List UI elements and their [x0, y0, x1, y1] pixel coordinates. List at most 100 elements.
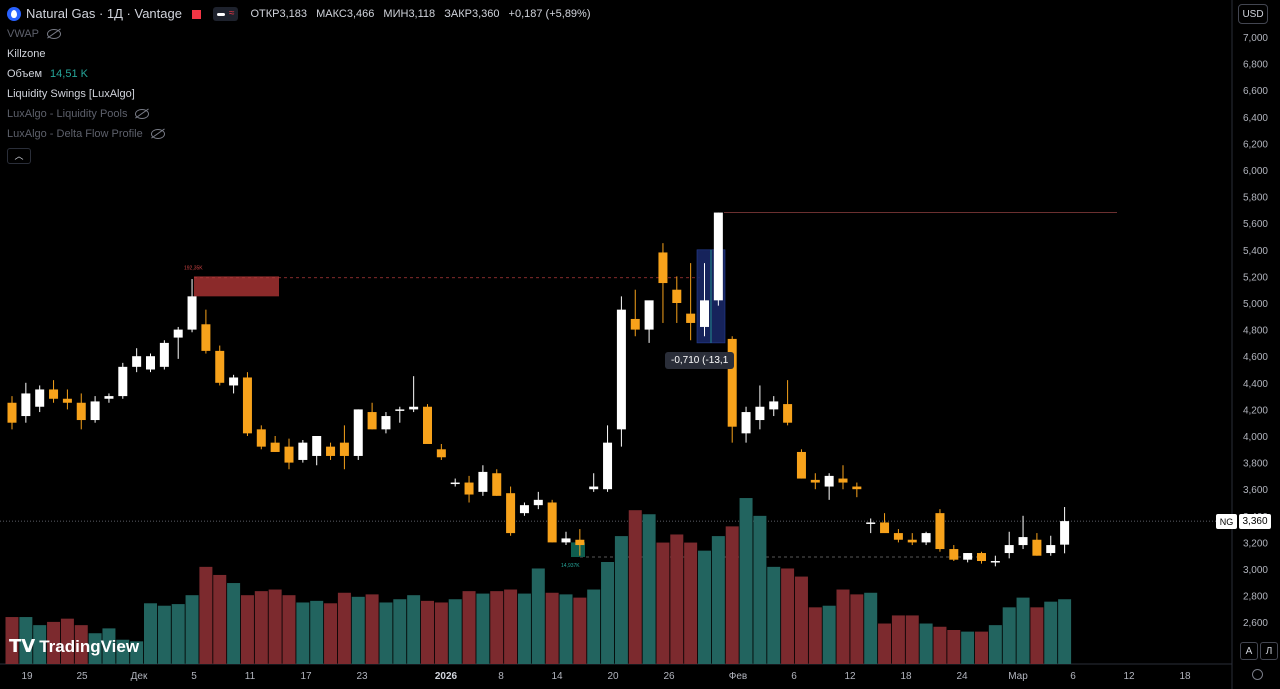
indicator-killzone[interactable]: Killzone	[7, 44, 597, 64]
candle	[1018, 515, 1028, 550]
y-tick-label: 5,000	[1243, 299, 1268, 310]
flag-icon[interactable]	[191, 9, 201, 19]
symbol-title[interactable]: Natural Gas · 1Д · Vantage	[26, 6, 182, 21]
volume-bar	[531, 568, 545, 664]
candle-body	[242, 377, 252, 434]
eye-hidden-icon[interactable]	[47, 29, 61, 39]
volume-bar	[878, 623, 892, 664]
gear-icon[interactable]	[1252, 669, 1263, 680]
candle	[173, 326, 183, 359]
y-tick-label: 6,200	[1243, 139, 1268, 150]
indicator-volume[interactable]: Объем 14,51 K	[7, 64, 597, 84]
volume-bar	[1016, 597, 1030, 664]
volume-bar	[296, 602, 310, 664]
candle	[270, 436, 280, 452]
y-tick-label: 2,800	[1243, 592, 1268, 603]
volume-bar	[947, 630, 961, 664]
candle	[630, 289, 640, 337]
volume-bar	[504, 589, 518, 664]
candle-body	[21, 393, 31, 417]
y-tick-label: 5,400	[1243, 246, 1268, 257]
indicator-liquidity-pools[interactable]: LuxAlgo - Liquidity Pools	[7, 104, 597, 124]
candle-body	[907, 539, 917, 543]
volume-bar	[240, 595, 254, 664]
candle-body	[589, 486, 599, 490]
x-tick-label: 26	[663, 671, 675, 682]
candle	[893, 529, 903, 543]
candle	[312, 436, 322, 466]
candle	[492, 469, 502, 496]
pool-label-bottom: 14,937K	[561, 563, 580, 569]
candle-body	[464, 482, 474, 495]
collapse-legend-button[interactable]: ︿	[7, 147, 31, 164]
volume-bar	[227, 583, 241, 664]
volume-bar	[933, 626, 947, 664]
indicator-label: LuxAlgo - Delta Flow Profile	[7, 128, 143, 140]
candle	[159, 340, 169, 370]
x-tick-label: Фев	[729, 671, 747, 682]
candle-body	[630, 318, 640, 330]
x-tick-label: 12	[1123, 671, 1135, 682]
candle-body	[284, 446, 294, 463]
candle-body	[326, 446, 336, 456]
wave-icon: ≈	[228, 8, 235, 19]
volume-bar	[656, 542, 670, 664]
chart-controls[interactable]: ≈	[212, 7, 239, 21]
candle-body	[880, 522, 890, 534]
auto-scale-button[interactable]: A	[1240, 642, 1258, 660]
candle	[326, 442, 336, 460]
candle	[755, 385, 765, 430]
candle-body	[173, 329, 183, 338]
candle	[118, 362, 128, 399]
log-scale-button[interactable]: Л	[1260, 642, 1278, 660]
volume-bar	[1058, 599, 1072, 664]
volume-bar	[698, 550, 711, 664]
indicator-liquidity-swings[interactable]: Liquidity Swings [LuxAlgo]	[7, 84, 597, 104]
volume-value: 14,51 K	[50, 68, 88, 80]
candle	[907, 533, 917, 546]
volume-bar	[1044, 601, 1058, 664]
volume-bar	[74, 625, 88, 664]
currency-button[interactable]: USD	[1238, 4, 1268, 24]
volume-bar	[102, 628, 116, 664]
candle	[62, 389, 72, 410]
volume-bar	[254, 591, 268, 664]
natural-gas-icon	[7, 7, 21, 21]
candle	[838, 465, 848, 490]
candle	[104, 393, 114, 403]
x-tick-label: 25	[76, 671, 88, 682]
candle	[339, 425, 349, 470]
x-tick-label: 5	[191, 671, 197, 682]
volume-bar	[559, 594, 573, 664]
y-tick-label: 4,000	[1243, 432, 1268, 443]
candle	[201, 309, 211, 354]
indicator-delta-flow[interactable]: LuxAlgo - Delta Flow Profile	[7, 124, 597, 144]
eye-hidden-icon[interactable]	[150, 129, 165, 139]
candle-body	[1032, 539, 1042, 556]
candle	[921, 531, 931, 546]
x-tick-label: 2026	[435, 671, 458, 682]
candle-body	[977, 553, 986, 562]
candle-body	[436, 449, 446, 458]
close-value: 3,360	[471, 8, 500, 20]
y-tick-label: 4,600	[1243, 352, 1268, 363]
support-zone	[571, 542, 585, 558]
tradingview-logo[interactable]: 𝗧𝗩 TradingView	[9, 636, 139, 657]
volume-bar	[490, 591, 504, 664]
candle	[506, 486, 516, 536]
volume-bar	[988, 625, 1002, 664]
x-tick-label: 20	[607, 671, 619, 682]
candle	[395, 406, 405, 423]
volume-bar	[268, 589, 282, 664]
eye-hidden-icon[interactable]	[135, 109, 150, 119]
candle-body	[353, 409, 363, 456]
candle	[229, 374, 239, 394]
candle-body	[561, 538, 571, 543]
indicator-label: Liquidity Swings [LuxAlgo]	[7, 88, 135, 100]
high-value: 3,466	[346, 8, 375, 20]
indicator-vwap[interactable]: VWAP	[7, 24, 597, 44]
symbol-tag: NG	[1216, 514, 1237, 529]
candle	[575, 529, 585, 556]
candle-body	[658, 252, 668, 284]
